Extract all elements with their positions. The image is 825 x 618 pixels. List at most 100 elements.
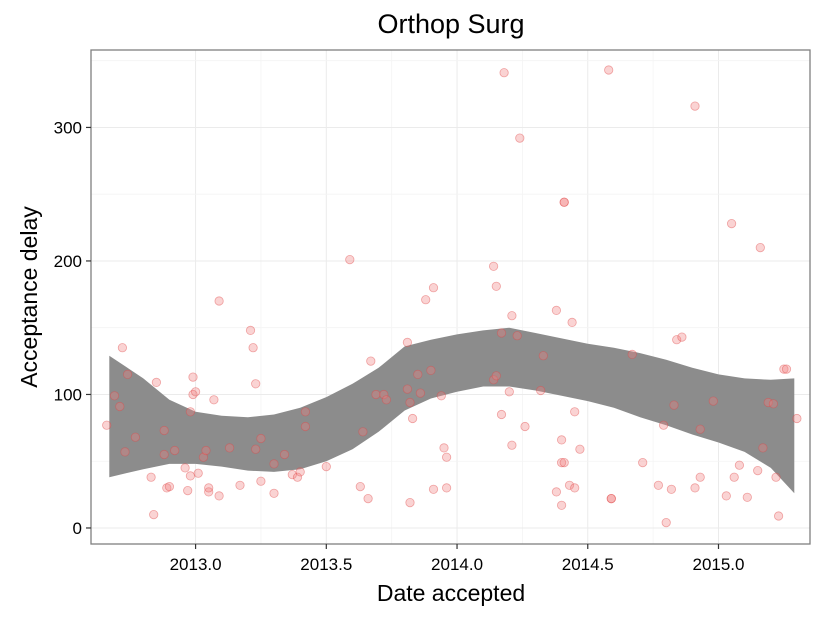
data-point — [488, 375, 499, 385]
data-point — [496, 328, 507, 338]
data-point — [407, 413, 418, 424]
data-point — [690, 101, 700, 111]
data-point — [251, 444, 261, 454]
data-point — [146, 472, 156, 482]
data-point — [300, 421, 310, 432]
data-point — [661, 517, 671, 528]
data-point — [792, 413, 802, 424]
data-point — [520, 421, 530, 432]
data-point — [779, 364, 789, 374]
data-point — [669, 400, 679, 410]
x-tick-label: 2013.5 — [300, 555, 352, 574]
data-point — [441, 483, 452, 493]
data-point — [248, 343, 258, 353]
data-point — [415, 388, 425, 398]
data-point — [428, 484, 439, 494]
data-point — [292, 472, 303, 482]
data-point — [371, 389, 381, 400]
data-point — [214, 491, 224, 501]
data-point — [551, 487, 562, 497]
data-point — [606, 493, 616, 504]
data-point — [269, 459, 279, 469]
data-point — [355, 481, 365, 492]
data-point — [695, 424, 705, 434]
data-point — [204, 487, 214, 497]
data-point — [426, 365, 436, 375]
data-point — [204, 483, 214, 493]
data-point — [677, 332, 687, 342]
data-point — [379, 389, 389, 400]
data-point — [491, 371, 501, 381]
data-point — [507, 440, 517, 450]
data-point — [191, 387, 201, 397]
data-point — [363, 493, 373, 504]
gridlines — [91, 50, 810, 544]
data-point — [295, 467, 305, 477]
data-point — [556, 500, 567, 510]
data-point — [256, 433, 266, 444]
data-point — [570, 483, 580, 493]
data-point — [300, 407, 310, 417]
data-points — [102, 65, 802, 528]
chart-title: Orthop Surg — [377, 9, 524, 39]
smooth-ribbon — [109, 327, 795, 494]
x-axis-label: Date accepted — [377, 580, 525, 606]
data-point — [402, 337, 412, 347]
data-point — [123, 369, 133, 379]
data-point — [209, 395, 219, 405]
data-point — [439, 443, 449, 453]
data-point — [102, 420, 112, 430]
x-tick-label: 2014.0 — [431, 555, 483, 574]
data-point — [488, 261, 499, 271]
data-point — [366, 356, 376, 366]
data-point — [491, 281, 501, 291]
data-point — [436, 391, 446, 401]
data-point — [188, 389, 198, 400]
data-point — [570, 407, 580, 417]
data-point — [120, 447, 130, 457]
data-point — [690, 483, 700, 493]
data-point — [405, 497, 415, 508]
data-point — [515, 133, 525, 143]
x-axis: 2013.0 2013.5 2014.0 2014.5 2015.0 — [170, 544, 744, 574]
data-point — [567, 317, 577, 327]
data-point — [556, 435, 567, 445]
data-point — [235, 480, 245, 490]
data-point — [198, 452, 208, 462]
y-tick-label: 300 — [54, 118, 82, 137]
data-point — [245, 325, 256, 335]
data-point — [672, 335, 682, 345]
y-tick-label: 0 — [73, 519, 82, 538]
data-point — [734, 460, 745, 470]
data-point — [559, 457, 569, 468]
x-tick-label: 2013.0 — [170, 555, 222, 574]
data-point — [188, 372, 198, 382]
data-point — [115, 401, 125, 412]
data-point — [512, 331, 522, 341]
y-tick-label: 200 — [54, 252, 82, 271]
data-point — [225, 443, 235, 453]
data-point — [421, 295, 431, 305]
data-point — [536, 385, 546, 396]
data-point — [251, 379, 261, 389]
x-tick-label: 2015.0 — [692, 555, 744, 574]
data-point — [708, 396, 718, 406]
plot-frame — [90, 49, 811, 545]
data-point — [109, 391, 120, 401]
data-point — [256, 476, 266, 486]
data-point — [721, 491, 731, 501]
data-point — [279, 449, 290, 460]
data-point — [358, 427, 368, 437]
data-point — [504, 387, 514, 397]
data-point — [559, 197, 569, 207]
data-point — [507, 311, 517, 321]
data-point — [149, 509, 159, 520]
data-point — [604, 65, 614, 75]
data-point — [413, 369, 423, 379]
data-point — [753, 465, 763, 476]
data-point — [559, 197, 569, 207]
data-point — [162, 483, 172, 493]
data-point — [201, 445, 211, 456]
data-point — [405, 397, 415, 408]
